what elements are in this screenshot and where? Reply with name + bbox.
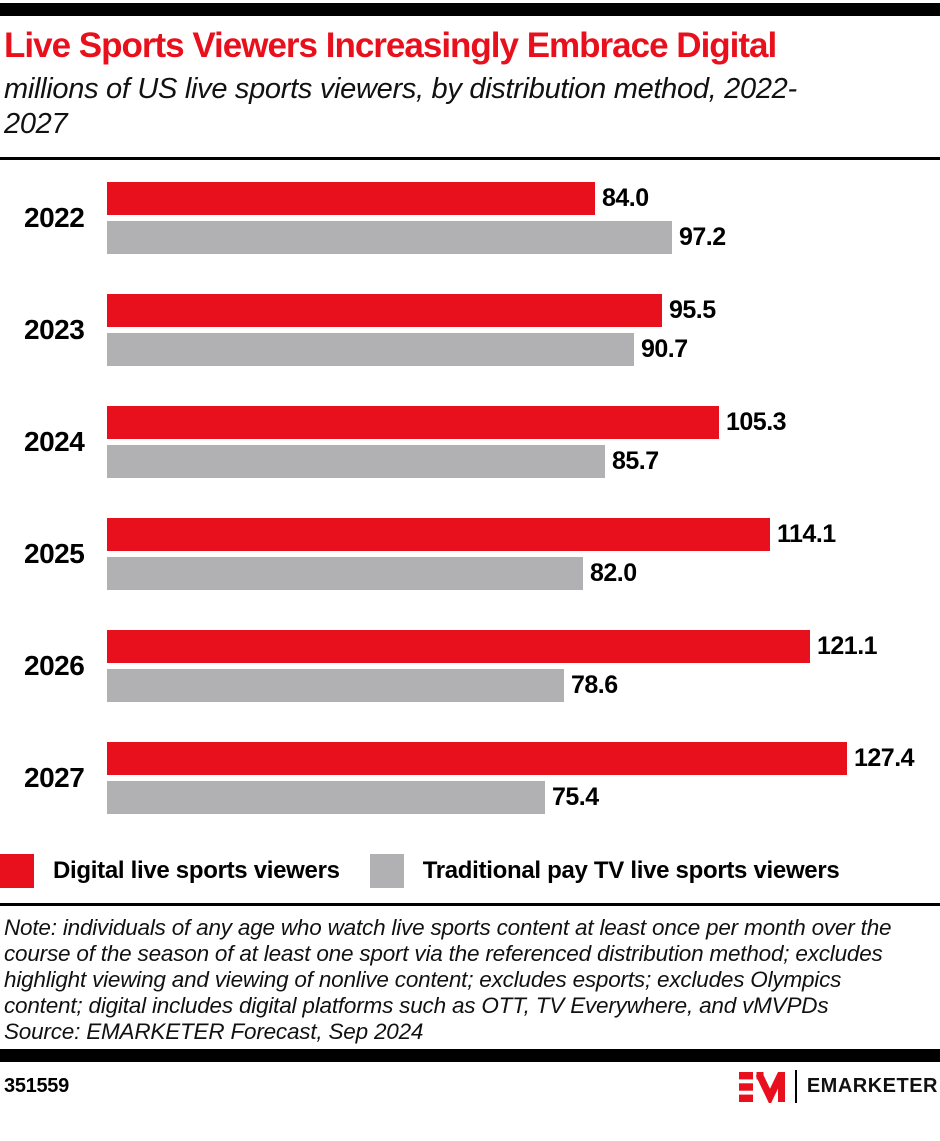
legend-label-digital: Digital live sports viewers [53, 857, 340, 884]
year-label: 2025 [24, 538, 85, 569]
pay-tv-bar [107, 781, 545, 814]
bar-chart: 2022 84.0 97.2 2023 95.5 90.7 2024 [0, 182, 940, 814]
brand-name: EMARKETER [806, 1075, 938, 1097]
pay-tv-bar-line: 97.2 [107, 221, 940, 254]
legend-label-pay-tv: Traditional pay TV live sports viewers [422, 857, 840, 884]
pay-tv-bar [107, 445, 605, 478]
emarketer-em-logo-icon [738, 1071, 785, 1103]
pay-tv-value-label: 85.7 [612, 447, 659, 475]
digital-bar-line: 105.3 [107, 406, 940, 439]
chart-row: 2022 84.0 97.2 [0, 182, 940, 254]
pay-tv-bar [107, 333, 634, 366]
bar-group: 127.4 75.4 [107, 742, 940, 814]
digital-bar [107, 182, 595, 215]
pay-tv-bar-line: 78.6 [107, 669, 940, 702]
digital-bar [107, 742, 847, 775]
pay-tv-value-label: 82.0 [590, 559, 637, 587]
legend-swatch-pay-tv [369, 854, 404, 888]
digital-value-label: 114.1 [777, 520, 836, 548]
source-text: Source: EMARKETER Forecast, Sep 2024 [4, 1019, 424, 1044]
pay-tv-bar [107, 221, 672, 254]
pay-tv-value-label: 78.6 [571, 671, 618, 699]
digital-bar-line: 127.4 [107, 742, 940, 775]
year-label: 2024 [24, 426, 85, 457]
bar-group: 84.0 97.2 [107, 182, 940, 254]
pay-tv-value-label: 90.7 [641, 335, 688, 363]
bar-group: 114.1 82.0 [107, 518, 940, 590]
chart-row: 2023 95.5 90.7 [0, 294, 940, 366]
legend-swatch-digital [0, 854, 34, 888]
digital-bar [107, 518, 770, 551]
chart-row: 2026 121.1 78.6 [0, 630, 940, 702]
digital-bar-line: 95.5 [107, 294, 940, 327]
pay-tv-bar-line: 90.7 [107, 333, 940, 366]
note-text: Note: individuals of any age who watch l… [4, 915, 892, 1018]
pay-tv-bar [107, 669, 564, 702]
digital-value-label: 84.0 [602, 184, 649, 212]
bar-group: 121.1 78.6 [107, 630, 940, 702]
note-block: Note: individuals of any age who watch l… [0, 915, 916, 1045]
chart-id: 351559 [4, 1075, 69, 1097]
footer-black-bar [0, 1049, 940, 1062]
year-label: 2026 [24, 650, 85, 681]
digital-value-label: 121.1 [817, 632, 878, 660]
brand-divider [794, 1070, 797, 1103]
emarketer-brand: EMARKETER [738, 1070, 938, 1103]
year-label: 2022 [24, 202, 85, 233]
page-title: Live Sports Viewers Increasingly Embrace… [4, 26, 777, 65]
digital-value-label: 127.4 [854, 744, 915, 772]
bar-group: 95.5 90.7 [107, 294, 940, 366]
digital-bar-line: 121.1 [107, 630, 940, 663]
year-label: 2023 [24, 314, 85, 345]
pay-tv-bar-line: 82.0 [107, 557, 940, 590]
top-black-bar [0, 3, 940, 16]
chart-row: 2025 114.1 82.0 [0, 518, 940, 590]
footer: 351559 EMARKETER [0, 1062, 940, 1103]
digital-value-label: 95.5 [669, 296, 716, 324]
chart-subtitle: millions of US live sports viewers, by d… [4, 73, 797, 140]
digital-bar [107, 294, 662, 327]
digital-bar-line: 114.1 [107, 518, 940, 551]
digital-bar-line: 84.0 [107, 182, 940, 215]
digital-bar [107, 630, 810, 663]
pay-tv-value-label: 97.2 [679, 223, 726, 251]
year-label: 2027 [24, 762, 85, 793]
bar-group: 105.3 85.7 [107, 406, 940, 478]
chart-header: Live Sports Viewers Increasingly Embrace… [0, 28, 940, 142]
legend-divider [0, 903, 940, 906]
chart-row: 2024 105.3 85.7 [0, 406, 940, 478]
digital-value-label: 105.3 [726, 408, 787, 436]
legend: Digital live sports viewers Traditional … [0, 854, 940, 888]
digital-bar [107, 406, 719, 439]
pay-tv-bar-line: 85.7 [107, 445, 940, 478]
header-divider [0, 157, 940, 160]
pay-tv-bar [107, 557, 583, 590]
pay-tv-bar-line: 75.4 [107, 781, 940, 814]
chart-row: 2027 127.4 75.4 [0, 742, 940, 814]
pay-tv-value-label: 75.4 [552, 783, 599, 811]
